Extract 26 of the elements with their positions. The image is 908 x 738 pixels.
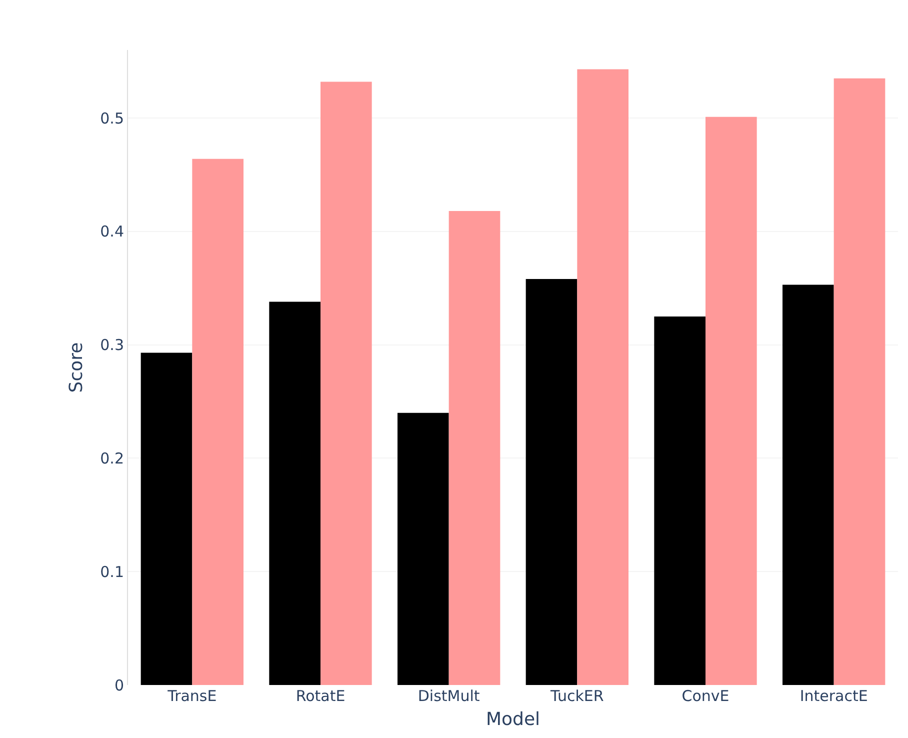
y-axis-title: Score	[66, 342, 87, 393]
bar	[526, 279, 578, 685]
bar	[398, 412, 449, 685]
x-tick-label: TransE	[166, 687, 217, 705]
bar	[140, 352, 192, 685]
x-axis-title: Model	[486, 709, 540, 730]
bar	[192, 158, 244, 685]
bar	[654, 316, 706, 685]
bar	[269, 302, 320, 685]
x-tick-label: ConvE	[682, 687, 730, 705]
bar	[706, 116, 757, 685]
y-tick-label: 0.1	[100, 562, 124, 581]
bar	[782, 284, 834, 685]
bar	[320, 82, 372, 685]
bar	[577, 69, 628, 685]
x-tick-label: TuckER	[550, 687, 604, 705]
x-tick-label: InteractE	[800, 687, 868, 705]
x-tick-label: DistMult	[418, 687, 480, 705]
y-tick-label: 0.4	[100, 222, 124, 241]
y-tick-label: 0.2	[100, 449, 124, 468]
bar	[448, 211, 500, 685]
y-tick-label: 0	[114, 676, 124, 694]
bar	[834, 78, 886, 685]
y-tick-label: 0.5	[100, 109, 124, 128]
y-tick-label: 0.3	[100, 336, 124, 354]
x-tick-label: RotatE	[296, 687, 346, 705]
